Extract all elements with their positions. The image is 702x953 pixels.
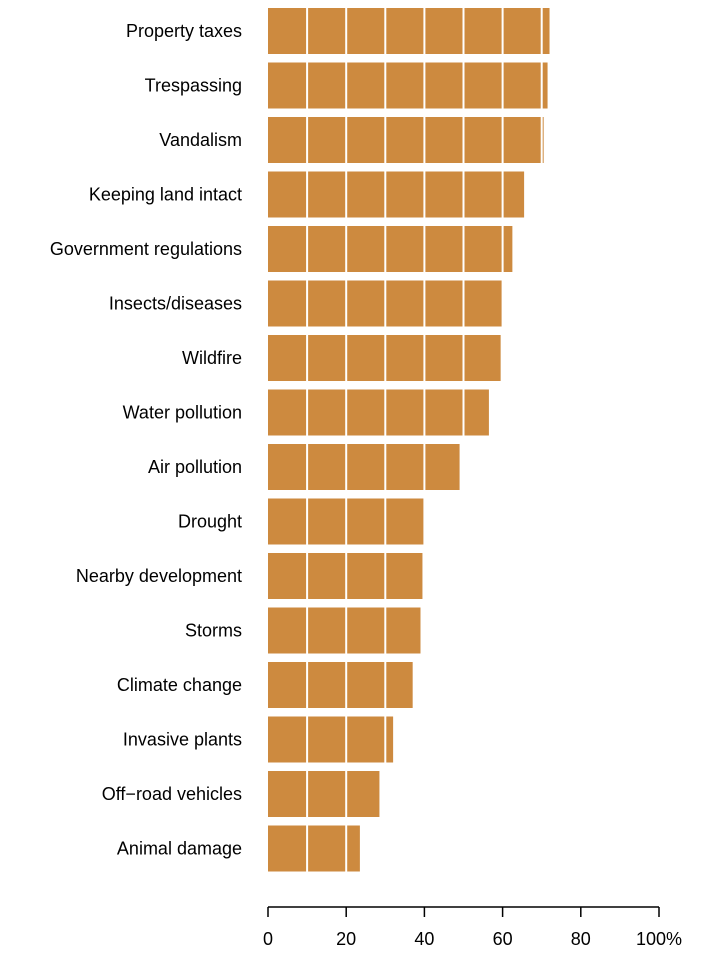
bar [268,825,360,872]
category-label: Vandalism [159,130,242,150]
category-labels-group: Property taxes Trespassing Vandalism Keepin… [50,21,242,859]
x-axis: 0 20 40 60 80 100% [263,906,682,949]
x-tick-label: 40 [414,929,434,949]
category-label: Nearby development [76,566,242,586]
category-label: Off−road vehicles [102,784,242,804]
bar [268,8,550,54]
bar [268,771,380,817]
category-label: Wildfire [182,348,242,368]
bar [268,171,525,218]
category-label: Insects/diseases [109,294,242,314]
bar [268,662,413,708]
category-label: Storms [185,621,242,641]
bars-group [268,8,550,872]
bar [268,716,394,763]
x-tick-label: 20 [336,929,356,949]
bar [268,62,548,109]
bar [268,444,460,490]
bar [268,389,489,436]
category-label: Animal damage [117,839,242,859]
category-label: Property taxes [126,21,242,41]
category-label: Drought [178,512,242,532]
x-tick-label: 0 [263,929,273,949]
bar [268,117,544,163]
x-tick-label: 60 [493,929,513,949]
category-label: Water pollution [123,403,242,423]
x-tick-label: 80 [571,929,591,949]
category-label: Government regulations [50,239,242,259]
category-label: Climate change [117,675,242,695]
category-label: Air pollution [148,457,242,477]
category-label: Trespassing [145,76,242,96]
category-label: Keeping land intact [89,185,242,205]
category-label: Invasive plants [123,730,242,750]
bar [268,226,513,272]
gridlines-group [306,8,621,872]
bar [268,607,421,654]
x-tick-label: 100% [636,929,682,949]
